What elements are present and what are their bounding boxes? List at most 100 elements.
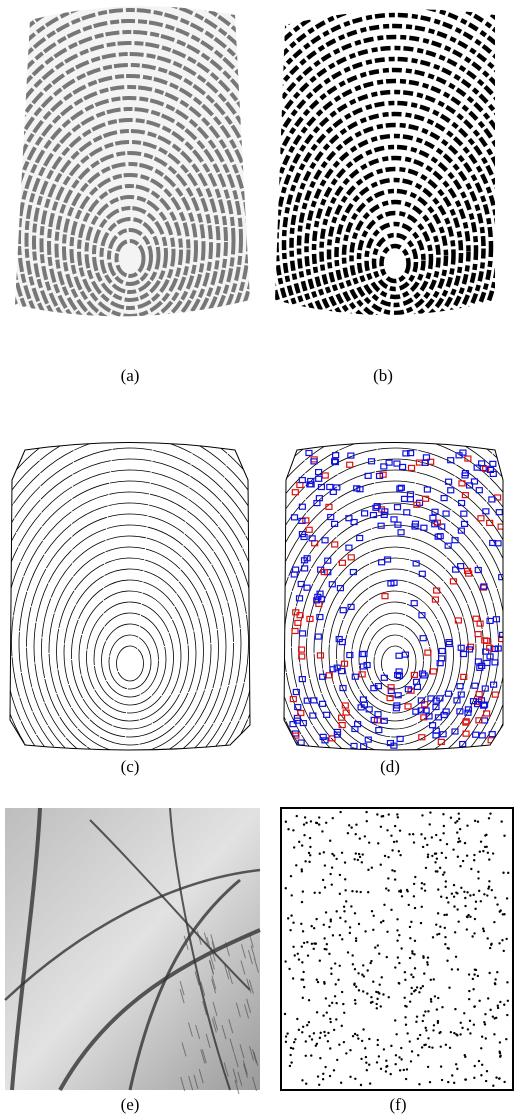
dot (480, 1047, 483, 1050)
dot (405, 1068, 409, 1071)
ridge (77, 184, 183, 317)
minutia-marker (380, 674, 388, 681)
minutia-marker (316, 613, 324, 621)
minutia-marker (432, 727, 440, 734)
ridge (10, 480, 250, 750)
ridge (33, 524, 227, 750)
dot (505, 1037, 508, 1041)
minutia-marker (462, 730, 470, 737)
minutia-marker (397, 529, 405, 536)
minutia-marker (407, 464, 416, 472)
palm-ridge (210, 947, 216, 962)
dot (464, 1078, 468, 1081)
dot (331, 852, 334, 856)
minutia-marker (453, 697, 461, 704)
dot (344, 920, 347, 923)
dot (357, 852, 361, 856)
minutia-marker (328, 581, 336, 588)
dot (335, 857, 338, 861)
dot (415, 1015, 419, 1018)
dot (491, 852, 495, 855)
ridge (371, 232, 419, 292)
dot (294, 1038, 297, 1041)
minutia-marker (402, 450, 410, 457)
dot (386, 930, 389, 934)
dot (332, 1069, 336, 1072)
dot (398, 933, 401, 937)
dot (473, 1005, 476, 1008)
dot (454, 821, 457, 824)
minutia-marker (346, 461, 354, 468)
dot (301, 1079, 304, 1082)
palm-ridge (211, 975, 217, 990)
dot (330, 972, 333, 976)
dot (434, 852, 438, 855)
ridge (63, 568, 197, 738)
dot (327, 1031, 330, 1035)
ridge (15, 52, 250, 317)
dot (309, 845, 312, 849)
dot (473, 973, 476, 976)
minutia-marker (497, 730, 503, 738)
dot (502, 949, 505, 953)
minutia-marker (459, 650, 468, 658)
minutia-marker (477, 515, 485, 522)
dot (372, 980, 375, 983)
dot (286, 1032, 289, 1035)
dot (428, 1080, 432, 1084)
dot (323, 1030, 326, 1034)
dot (379, 863, 382, 866)
ridge (11, 491, 249, 750)
dot (400, 1058, 403, 1061)
dot (398, 829, 402, 832)
minutia-marker (413, 501, 421, 508)
ridge (275, 23, 495, 315)
dot (440, 1078, 444, 1082)
minutia-marker (292, 732, 300, 739)
dot (379, 1005, 382, 1008)
dot (421, 845, 425, 849)
dot (324, 911, 328, 914)
dot (361, 973, 364, 976)
ridge (18, 502, 242, 750)
minutia-marker (436, 660, 444, 667)
dot (340, 1024, 343, 1028)
dot (295, 814, 298, 818)
dot (406, 1032, 409, 1035)
minutia-marker (412, 708, 420, 715)
dot (338, 933, 342, 937)
dot (385, 1059, 388, 1062)
dot (439, 925, 442, 928)
dot (410, 986, 413, 990)
palm-ridge (201, 1049, 207, 1064)
minutia-marker (451, 537, 459, 544)
dot (477, 889, 481, 893)
dot (384, 887, 388, 890)
dot (486, 937, 489, 940)
minutia-marker (447, 487, 455, 494)
dot (470, 867, 473, 871)
dot (474, 968, 478, 972)
dot (354, 1077, 357, 1080)
ridge (275, 78, 495, 315)
dot (312, 1032, 316, 1035)
dot (479, 840, 483, 843)
dot (324, 821, 328, 824)
dot (284, 887, 287, 890)
dot (326, 1040, 330, 1043)
dot (357, 972, 360, 975)
palm-ridge (202, 1000, 208, 1016)
dot (502, 871, 505, 874)
panel-label: (a) (121, 366, 140, 385)
dot (443, 913, 446, 917)
dot (290, 914, 293, 917)
dot (442, 824, 446, 828)
dot (443, 926, 447, 930)
palm-ridge (205, 1033, 211, 1048)
minutia-marker (464, 455, 472, 462)
minutia-marker (429, 668, 438, 675)
dot (354, 852, 358, 855)
dot (501, 939, 504, 942)
ridge (71, 579, 189, 730)
dot (435, 857, 439, 860)
